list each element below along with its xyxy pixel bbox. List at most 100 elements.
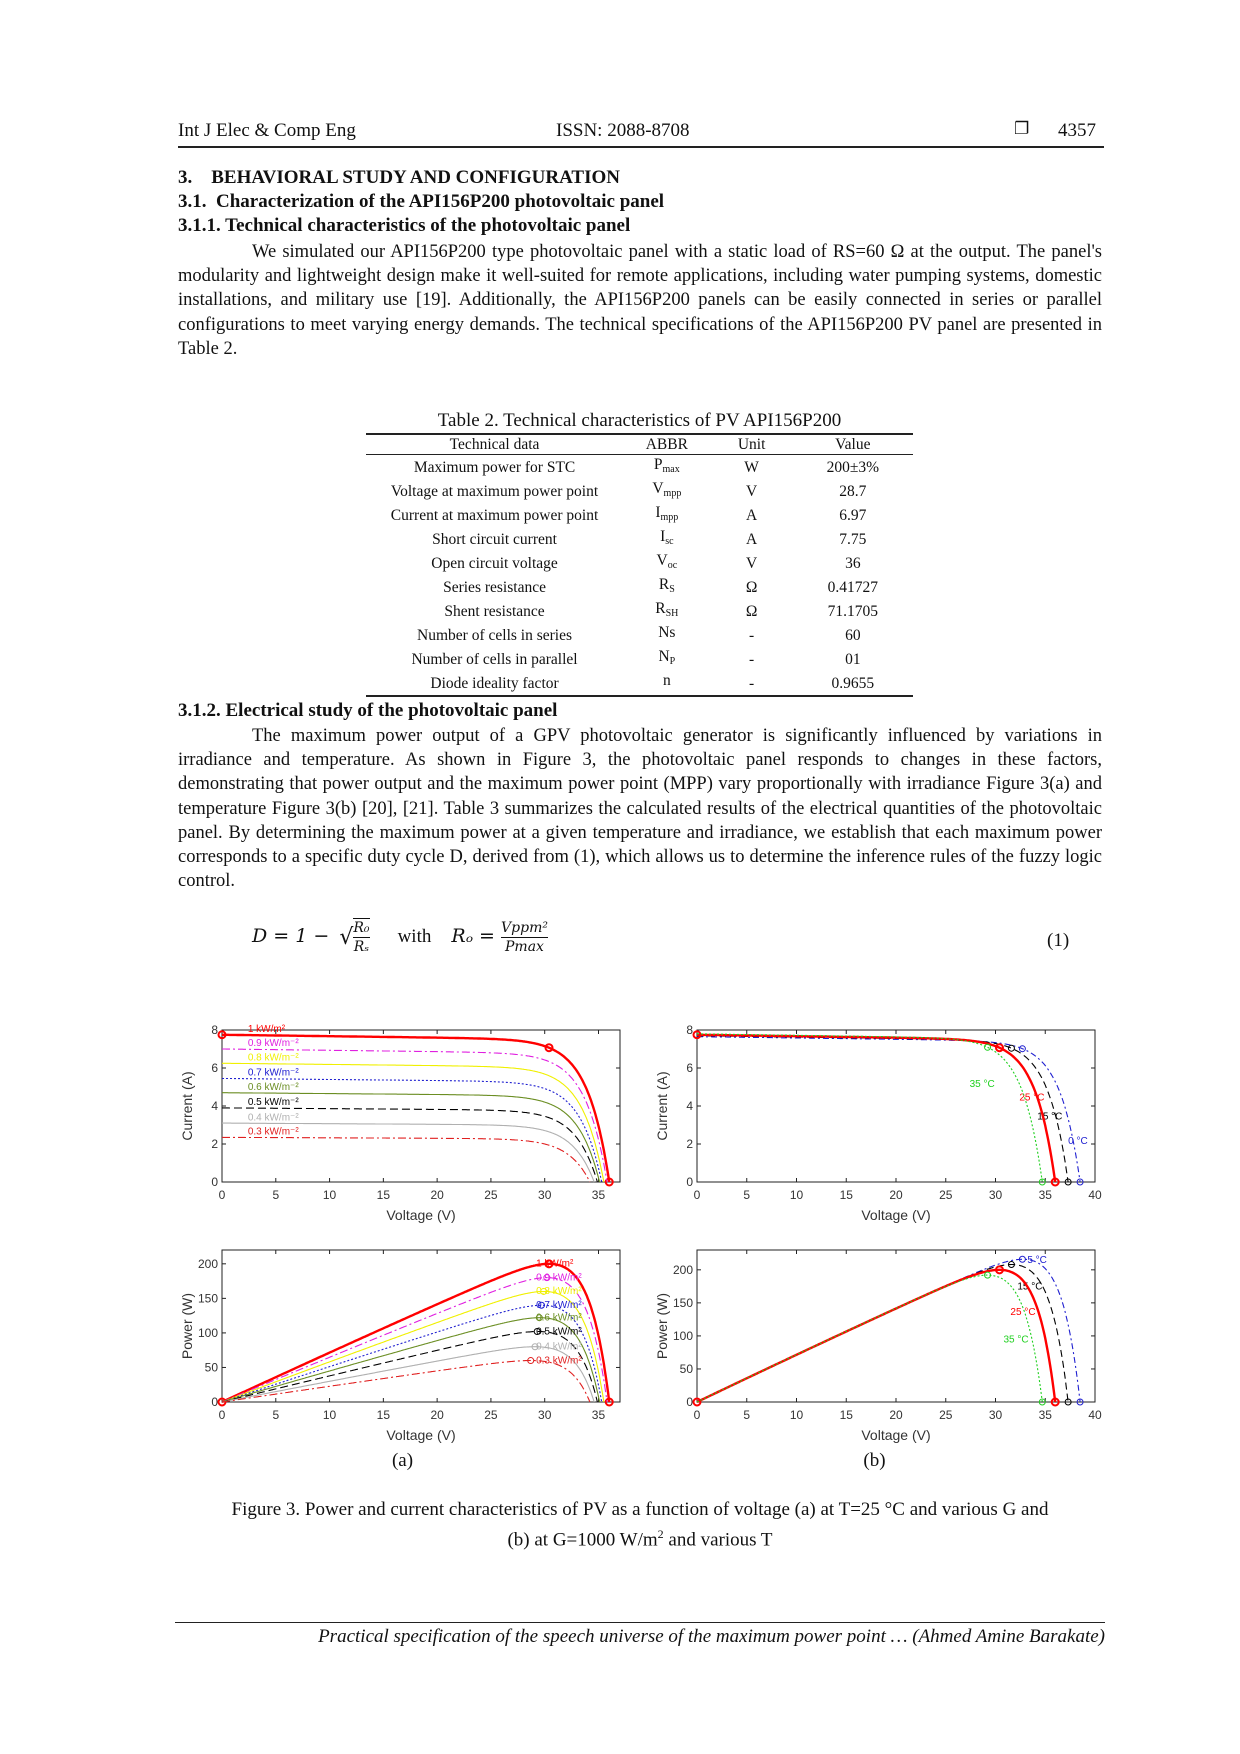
cell-abbr: Impp	[623, 503, 711, 527]
y-tick-label: 200	[673, 1263, 693, 1277]
chart-b-power: 0 5 10 15 20 25 30 35 40 0 50 100 150 200 Voltage (V) P…	[654, 1249, 1102, 1443]
data-point-marker	[1064, 1178, 1072, 1186]
subfigure-label-a: (a)	[391, 1450, 414, 1471]
abbr-sub: mpp	[660, 512, 679, 524]
data-point-marker	[1076, 1398, 1084, 1406]
y-tick-label: 8	[686, 1023, 693, 1037]
cell-abbr: Ns	[623, 623, 711, 647]
x-tick-label: 15	[840, 1188, 854, 1202]
x-tick-label: 35	[592, 1408, 606, 1422]
series-line	[221, 1277, 608, 1403]
series-label: 25 °C	[1010, 1307, 1035, 1318]
x-tick-label: 10	[790, 1408, 804, 1422]
data-point-marker	[533, 1328, 541, 1336]
series-label: 0.3 kW/m²	[536, 1355, 582, 1366]
eq-lhs: D = 1 −	[252, 925, 330, 947]
cell-name: Number of cells in series	[417, 626, 573, 644]
abbr: n	[662, 672, 671, 690]
abbr-sub: mpp	[663, 488, 682, 500]
cell-abbr: n	[623, 671, 711, 698]
abbr: Ns	[658, 624, 676, 642]
section-heading: 3. BEHAVIORAL STUDY AND CONFIGURATION	[178, 167, 620, 188]
x-tick-label: 30	[989, 1188, 1003, 1202]
subsubsection-heading: 3.1.2. Electrical study of the photovolt…	[178, 700, 558, 721]
x-tick-label: 40	[1088, 1408, 1102, 1422]
column-header: ABBR	[623, 433, 711, 456]
cell-value: 36	[845, 554, 861, 572]
cell-unit: Ω	[745, 602, 758, 620]
data-point-marker	[604, 1177, 614, 1187]
chart-a-current: 0 5 10 15 20 25 30 35 0 2 4 6 8 Voltage (V) Current (A…	[179, 1023, 621, 1223]
subsection-heading: 3.1. Characterization of the API156P200 …	[178, 191, 665, 212]
data-point-marker	[1050, 1177, 1060, 1187]
series-label: 15 °C	[1037, 1111, 1062, 1122]
eq-with: with	[397, 926, 432, 947]
running-footer: Practical specification of the speech un…	[175, 1622, 1105, 1648]
cell-name: Maximum power for STC	[413, 458, 576, 476]
y-tick-label: 150	[673, 1296, 693, 1310]
table-row: Number of cells in series Ns - 60	[366, 623, 913, 647]
cell-value: 7.75	[839, 530, 867, 548]
cell-name: Diode ideality factor	[366, 671, 624, 698]
cell-abbr: Voc	[623, 551, 711, 575]
series-line	[221, 1330, 598, 1403]
x-tick-label: 0	[219, 1408, 226, 1422]
equation-1: D = 1 − √ R₀ Rₛ with Rₒ = Vppm² Pmax	[252, 918, 548, 955]
y-axis-label: Current (A)	[654, 1071, 670, 1140]
eq-num2: Vppm²	[501, 919, 548, 938]
series-label: 1 kW/m²	[536, 1259, 574, 1270]
y-tick-label: 0	[686, 1395, 693, 1409]
x-tick-label: 25	[939, 1408, 953, 1422]
x-tick-label: 20	[430, 1408, 444, 1422]
paragraph: We simulated our API156P200 type photovo…	[178, 240, 1102, 361]
data-point-marker	[1038, 1398, 1046, 1406]
data-point-marker	[540, 1287, 548, 1295]
y-tick-label: 100	[198, 1326, 218, 1340]
y-tick-label: 8	[211, 1023, 218, 1037]
x-tick-label: 15	[377, 1188, 391, 1202]
data-point-marker	[527, 1357, 535, 1365]
cell-name: Number of cells in parallel	[411, 650, 578, 668]
cell-unit: V	[746, 482, 758, 500]
table-row: Series resistance RS Ω 0.41727	[366, 575, 913, 599]
series-label: 0.5 kW/m²	[536, 1326, 582, 1337]
abbr-sub: max	[662, 464, 680, 476]
y-tick-label: 150	[198, 1291, 218, 1305]
table-caption: Table 2. Technical characteristics of PV…	[437, 410, 842, 431]
series-label: 5 °C	[1027, 1255, 1047, 1266]
x-tick-label: 20	[430, 1188, 444, 1202]
cell-name: Current at maximum power point	[390, 506, 599, 524]
data-point-marker	[1050, 1397, 1060, 1407]
x-axis-label: Voltage (V)	[861, 1207, 930, 1223]
x-axis-label: Voltage (V)	[861, 1427, 930, 1443]
x-tick-label: 5	[743, 1408, 750, 1422]
cell-abbr: RSH	[623, 599, 711, 623]
abbr: V	[652, 480, 664, 498]
y-tick-label: 2	[211, 1137, 218, 1151]
plot-area	[696, 1249, 1096, 1403]
table-row: Short circuit current Isc A 7.75	[366, 527, 913, 551]
eq-num1: R₀	[353, 920, 370, 938]
cell-value: 28.7	[839, 482, 867, 500]
cell-unit: -	[749, 650, 755, 668]
cell-value: 60	[845, 626, 861, 644]
y-tick-label: 6	[686, 1061, 693, 1075]
x-tick-label: 35	[1039, 1188, 1053, 1202]
series-label: 0.6 kW/m²	[536, 1312, 582, 1323]
figure-caption: Figure 3. Power and current characterist…	[150, 1498, 1130, 1552]
x-tick-label: 25	[484, 1408, 498, 1422]
cell-value: 0.9655	[792, 671, 913, 698]
plot-area	[696, 1029, 1096, 1183]
abbr-sub: oc	[667, 560, 678, 572]
chart-a-power: 0 5 10 15 20 25 30 35 0 50 100 150 200 Voltage (V) Pow…	[179, 1249, 621, 1443]
abbr: I	[655, 504, 661, 522]
table-row: Maximum power for STC Pmax W 200±3%	[366, 455, 913, 480]
issn: ISSN: 2088-8708	[556, 120, 690, 141]
series-label: 0.6 kW/m⁻²	[248, 1082, 300, 1093]
table-row: Voltage at maximum power point Vmpp V 28…	[366, 479, 913, 503]
abbr: R	[658, 576, 670, 594]
series-label: 0.4 kW/m⁻²	[248, 1112, 300, 1123]
subsubsection-heading: 3.1.1. Technical characteristics of the …	[178, 215, 631, 236]
y-tick-label: 100	[673, 1329, 693, 1343]
data-point-marker	[217, 1030, 227, 1040]
